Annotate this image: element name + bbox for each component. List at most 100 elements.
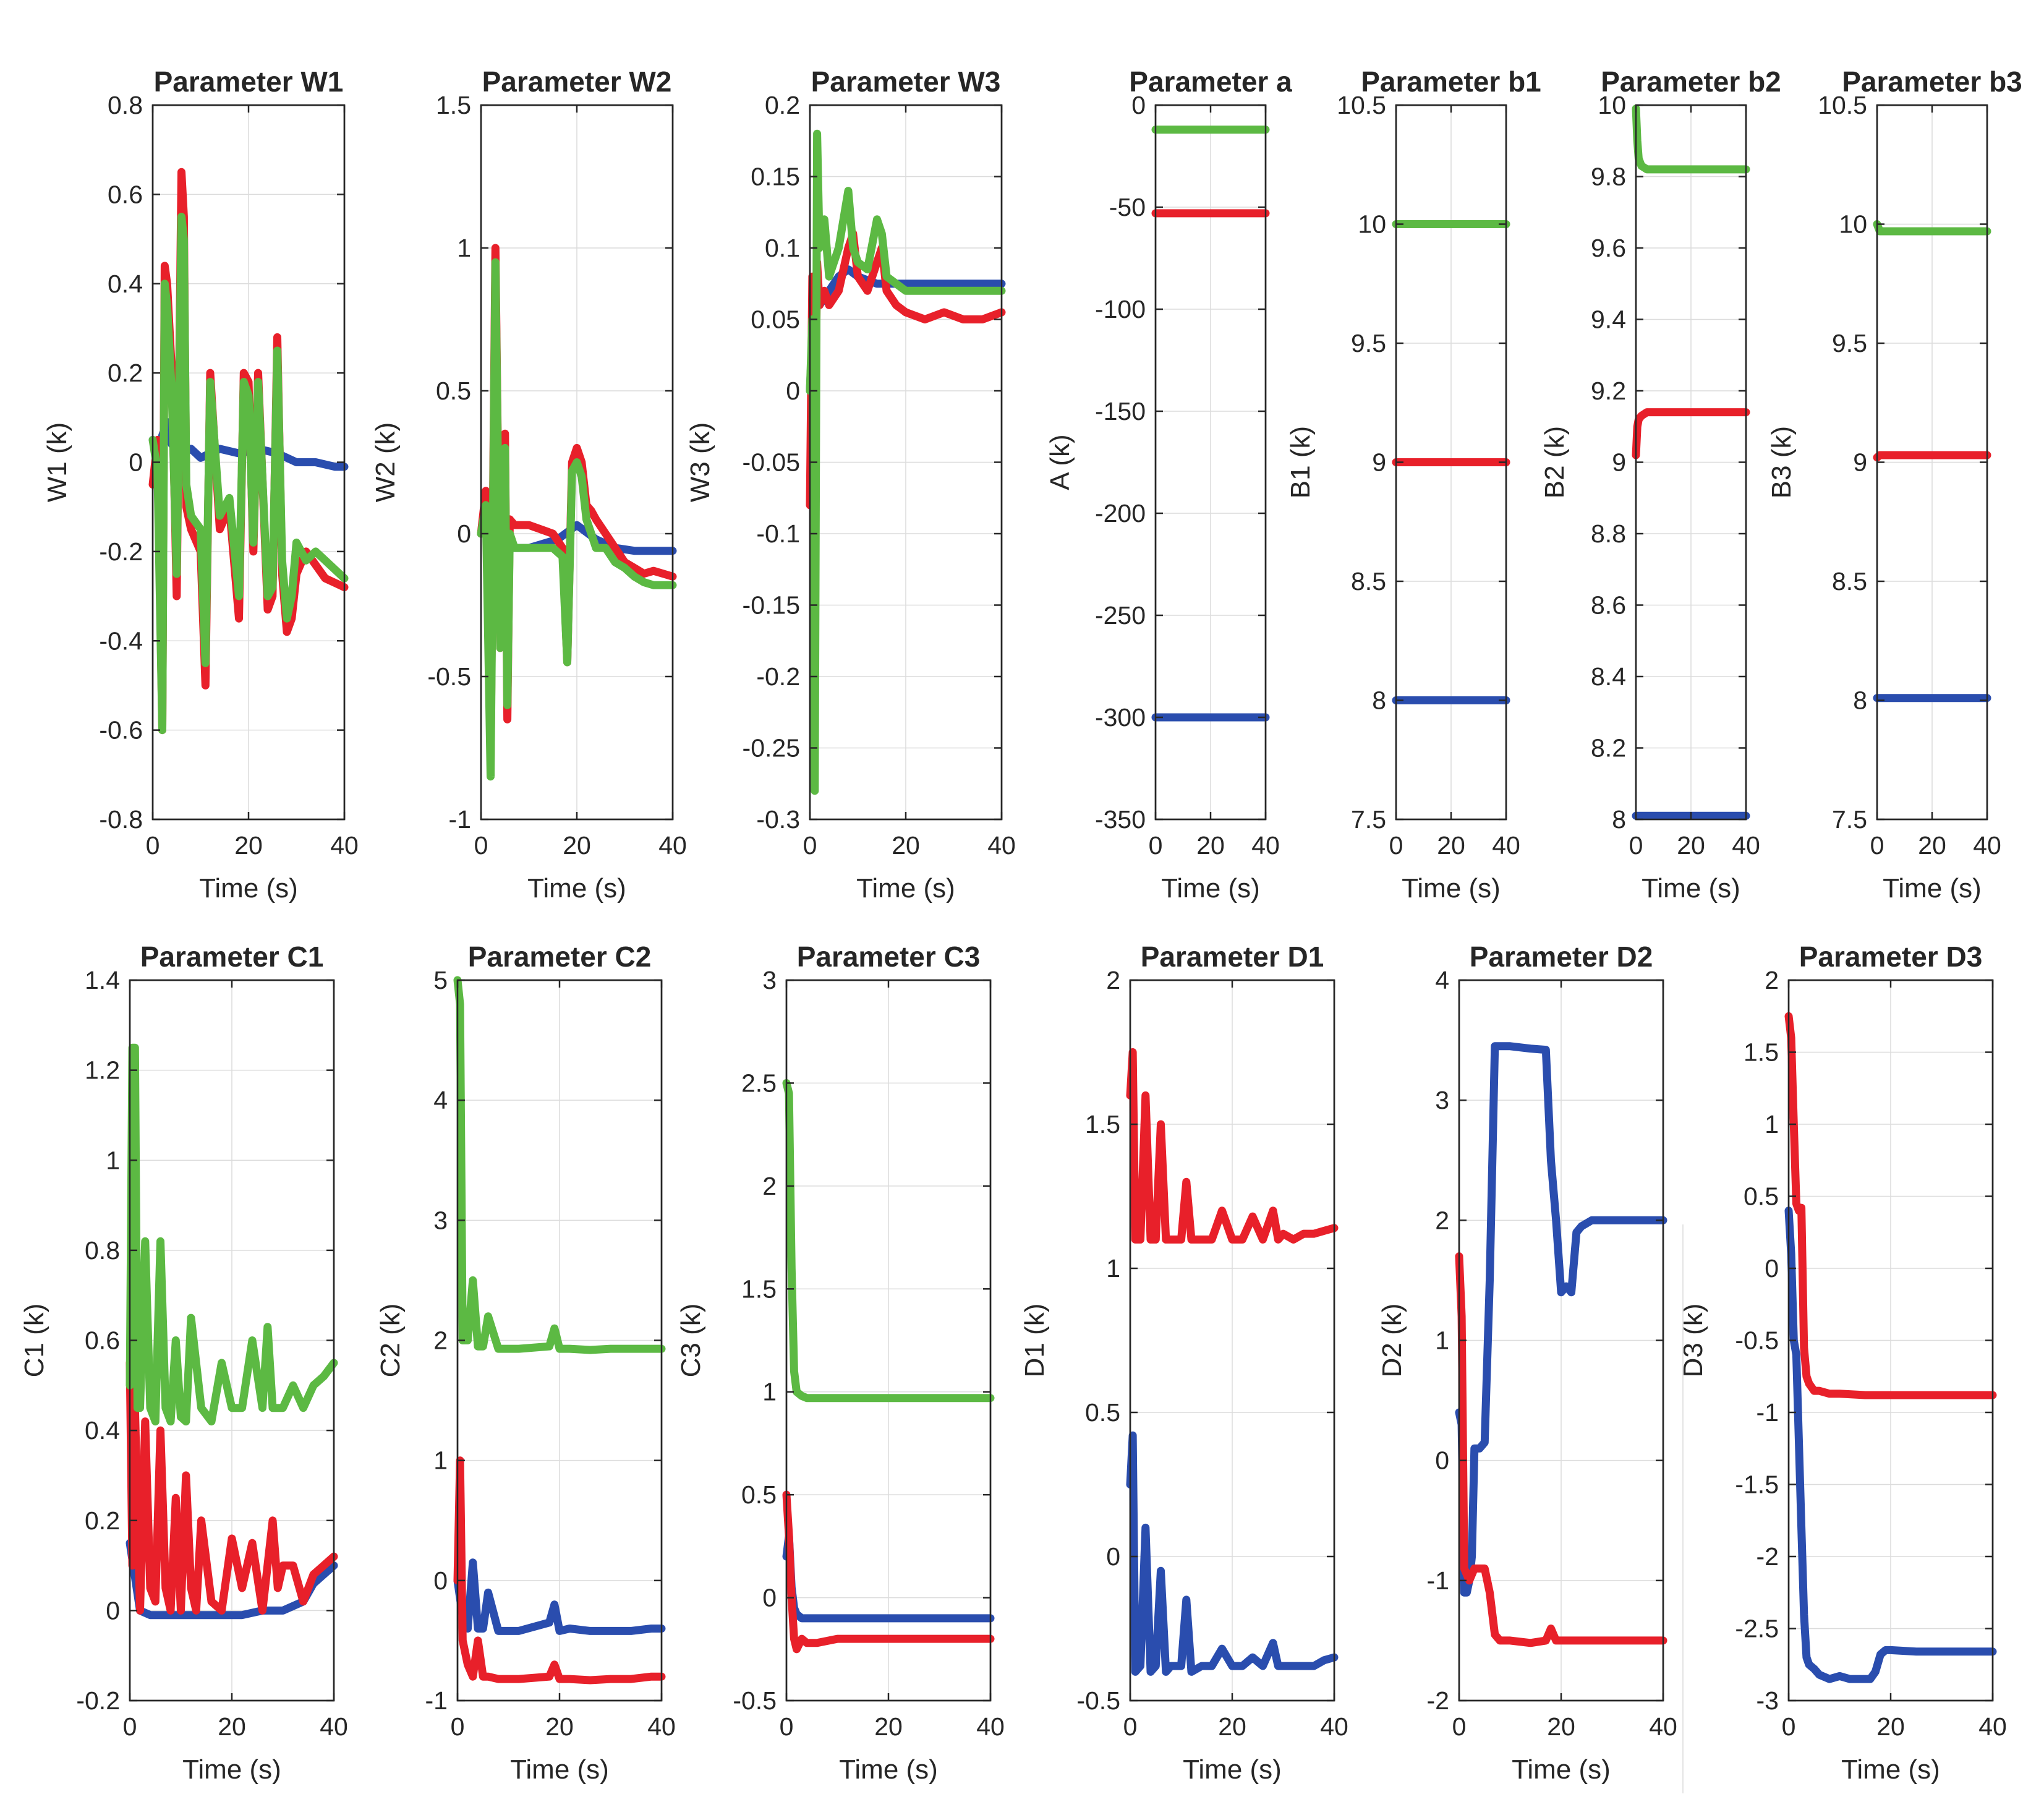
y-tick-label: 8.8 xyxy=(1591,519,1626,548)
x-tick-label: 0 xyxy=(451,1712,465,1741)
y-tick-label: -1 xyxy=(449,805,471,834)
y-axis-label: C3 (k) xyxy=(676,1304,706,1378)
y-tick-label: -0.8 xyxy=(99,805,143,834)
x-axis-label: Time (s) xyxy=(1883,873,1982,903)
x-tick-label: 20 xyxy=(563,831,591,860)
series-line-2 xyxy=(1873,451,1991,462)
chart-12: 0 20 40 -2 -1 0 1 2 3 4 Parameter D2 Time (s) D2 (k) xyxy=(1377,941,1677,1785)
y-tick-label: 8.6 xyxy=(1591,591,1626,620)
y-tick-label: 0.6 xyxy=(108,180,143,208)
x-tick-label: 20 xyxy=(545,1712,574,1741)
y-tick-label: 2.5 xyxy=(741,1069,777,1097)
y-tick-label: 9 xyxy=(1372,448,1386,477)
y-tick-label: 4 xyxy=(433,1086,448,1114)
y-tick-label: -0.5 xyxy=(733,1686,777,1715)
x-axis-label: Time (s) xyxy=(1183,1754,1282,1785)
y-tick-label: 3 xyxy=(762,966,777,994)
chart-1: 0 20 40 -0.8 -0.6 -0.4 -0.2 0 0.2 0.4 0.6 0.8 Parame… xyxy=(42,66,359,903)
series-line-1 xyxy=(1784,1206,1997,1683)
y-tick-label: 0 xyxy=(457,519,471,548)
x-axis-label: Time (s) xyxy=(1841,1754,1940,1785)
chart-title: Parameter W1 xyxy=(154,66,344,98)
y-tick-label: -2.5 xyxy=(1735,1615,1779,1643)
series-line-1 xyxy=(1126,1431,1339,1676)
x-tick-label: 40 xyxy=(1973,831,2001,860)
y-tick-label: 1 xyxy=(1106,1254,1120,1283)
x-tick-label: 40 xyxy=(987,831,1016,860)
x-tick-label: 40 xyxy=(1649,1712,1677,1741)
y-tick-label: 0.2 xyxy=(108,359,143,387)
y-axis-label: B1 (k) xyxy=(1285,426,1316,498)
chart-title: Parameter C2 xyxy=(468,941,652,973)
y-tick-label: 0.8 xyxy=(108,91,143,119)
y-axis-label: D1 (k) xyxy=(1020,1304,1050,1378)
y-tick-label: 0.5 xyxy=(1085,1398,1120,1427)
y-tick-label: -0.5 xyxy=(1076,1686,1120,1715)
series-line-2 xyxy=(1632,408,1750,459)
y-tick-label: 0 xyxy=(1765,1254,1779,1283)
series-line-2 xyxy=(1455,1252,1667,1647)
x-axis-label: Time (s) xyxy=(1402,873,1501,903)
x-tick-label: 0 xyxy=(123,1712,137,1741)
y-tick-label: 1.5 xyxy=(1744,1038,1779,1067)
y-tick-label: -2 xyxy=(1757,1542,1779,1571)
x-tick-label: 20 xyxy=(892,831,920,860)
x-axis-label: Time (s) xyxy=(182,1754,281,1785)
y-tick-label: -100 xyxy=(1095,295,1146,323)
chart-title: Parameter b3 xyxy=(1842,66,2022,98)
y-axis-label: W3 (k) xyxy=(685,422,715,503)
chart-title: Parameter D3 xyxy=(1799,941,1983,973)
chart-2: 0 20 40 -1 -0.5 0 0.5 1 1.5 Parameter W2 Time (s) W… xyxy=(370,66,687,903)
y-axis-label: B2 (k) xyxy=(1539,426,1570,498)
x-tick-label: 0 xyxy=(1452,1712,1467,1741)
y-tick-label: 1 xyxy=(106,1146,120,1174)
chart-title: Parameter D2 xyxy=(1470,941,1653,973)
x-tick-label: 0 xyxy=(1629,831,1643,860)
x-axis-label: Time (s) xyxy=(1512,1754,1611,1785)
series-line-2 xyxy=(126,1359,338,1615)
y-tick-label: 9.5 xyxy=(1832,329,1867,357)
x-tick-label: 20 xyxy=(1196,831,1225,860)
y-tick-label: -0.25 xyxy=(743,734,800,762)
y-tick-label: 9 xyxy=(1853,448,1867,477)
y-axis-label: W1 (k) xyxy=(42,422,72,503)
y-tick-label: 0 xyxy=(433,1566,448,1595)
chart-title: Parameter C3 xyxy=(797,941,981,973)
y-tick-label: 0 xyxy=(129,448,143,477)
series-line-2 xyxy=(1126,1048,1339,1244)
y-tick-label: 0.4 xyxy=(108,270,143,298)
y-tick-label: 8.5 xyxy=(1832,567,1867,596)
x-tick-label: 0 xyxy=(474,831,488,860)
series-line-2 xyxy=(782,1490,995,1654)
x-tick-label: 0 xyxy=(146,831,160,860)
y-tick-label: 1.5 xyxy=(741,1275,777,1303)
chart-6: 0 20 40 8 8.2 8.4 8.6 8.8 9 9.2 9.4 9.6 9.8 10Paramet… xyxy=(1539,66,1781,903)
y-tick-label: -2 xyxy=(1427,1686,1449,1715)
chart-title: Parameter b2 xyxy=(1601,66,1781,98)
y-tick-label: -300 xyxy=(1095,703,1146,732)
x-axis-label: Time (s) xyxy=(527,873,626,903)
y-tick-label: -1 xyxy=(1757,1398,1779,1427)
y-tick-label: -0.2 xyxy=(76,1686,120,1715)
y-tick-label: -0.6 xyxy=(99,716,143,745)
y-tick-label: -0.15 xyxy=(743,591,800,620)
y-tick-label: 10.5 xyxy=(1337,91,1386,119)
y-axis-label: C1 (k) xyxy=(19,1304,49,1378)
y-tick-label: 0.15 xyxy=(751,163,800,191)
x-tick-label: 20 xyxy=(218,1712,246,1741)
y-tick-label: 2 xyxy=(1106,966,1120,994)
y-tick-label: 9.8 xyxy=(1591,163,1626,191)
x-tick-label: 40 xyxy=(320,1712,348,1741)
y-tick-label: 1 xyxy=(1765,1110,1779,1138)
y-tick-label: 1.2 xyxy=(85,1056,120,1085)
x-tick-label: 40 xyxy=(1732,831,1760,860)
series-line-3 xyxy=(453,976,666,1354)
y-tick-label: 9.2 xyxy=(1591,377,1626,405)
y-tick-label: -0.5 xyxy=(1735,1326,1779,1355)
chart-title: Parameter b1 xyxy=(1361,66,1541,98)
x-tick-label: 20 xyxy=(874,1712,903,1741)
y-axis-label: C2 (k) xyxy=(375,1304,406,1378)
y-tick-label: 0 xyxy=(1435,1446,1449,1475)
y-tick-label: 1 xyxy=(762,1378,777,1406)
x-axis-label: Time (s) xyxy=(199,873,298,903)
